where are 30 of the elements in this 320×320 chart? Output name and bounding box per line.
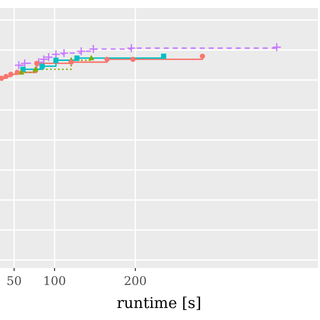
point <box>104 56 110 62</box>
point <box>20 58 30 68</box>
x-tick-label: 50 <box>6 274 22 288</box>
x-tick-label: 100 <box>43 274 66 288</box>
point <box>40 64 45 69</box>
point <box>200 54 206 59</box>
point <box>130 56 136 62</box>
point <box>3 74 9 80</box>
point <box>76 46 86 56</box>
point <box>59 48 69 58</box>
point <box>53 58 59 63</box>
point <box>88 54 94 60</box>
point <box>8 72 14 77</box>
point <box>34 60 40 66</box>
point <box>68 60 74 65</box>
point <box>272 42 282 52</box>
point <box>126 43 136 53</box>
point <box>39 54 48 64</box>
point <box>88 44 98 54</box>
point <box>44 52 54 62</box>
x-axis-title: runtime [s] <box>116 294 202 312</box>
point <box>32 66 38 72</box>
point <box>0 76 4 81</box>
point <box>14 60 24 70</box>
point <box>74 55 80 61</box>
point <box>51 50 61 59</box>
point <box>34 57 44 67</box>
point <box>14 70 20 75</box>
x-tick-label: 200 <box>124 274 147 288</box>
point <box>161 54 166 59</box>
